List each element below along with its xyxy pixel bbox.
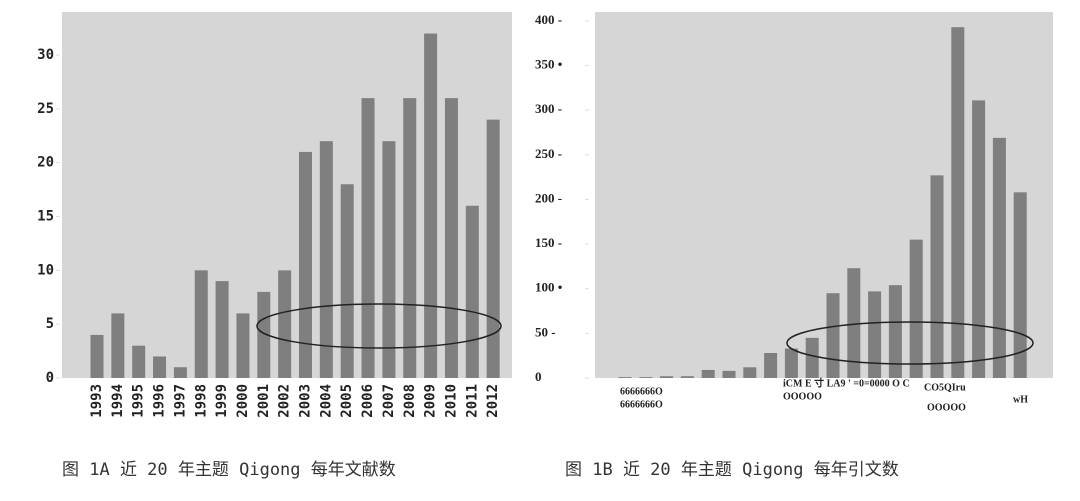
bar — [319, 141, 333, 378]
y-tick-label: 20 — [37, 155, 54, 171]
x-tick-label: 2005 — [339, 384, 355, 418]
bar — [465, 205, 479, 378]
x-tick-label: 2004 — [318, 384, 334, 418]
x-tick-label: 1998 — [193, 384, 209, 418]
x-tick-label: 2001 — [256, 384, 272, 418]
y-tick-label: 100 • — [535, 280, 563, 295]
y-tick-label: 0 — [46, 370, 54, 386]
x-tick-label: 2003 — [298, 384, 314, 418]
x-tick-label: 2007 — [381, 384, 397, 418]
x-tick-label: 1995 — [131, 384, 147, 418]
bar — [930, 175, 944, 378]
bar — [743, 367, 757, 378]
bar — [215, 281, 229, 378]
bar — [173, 367, 187, 378]
caption: 图 1B 近 20 年主题 Qigong 每年引文数 — [565, 460, 899, 480]
highlight-ellipse — [786, 321, 1034, 365]
x-tick-label: 2002 — [277, 384, 293, 418]
x-annotation: OOOOO — [927, 402, 966, 413]
x-tick-label: 2008 — [402, 384, 418, 418]
y-tick-label: 30 — [37, 47, 54, 63]
bar — [486, 119, 500, 378]
bar — [1013, 192, 1027, 378]
x-tick-label: 1997 — [172, 384, 188, 418]
bar — [618, 377, 632, 378]
bar — [403, 98, 417, 378]
x-tick-label: 1994 — [110, 384, 126, 418]
bar — [764, 353, 778, 378]
x-tick-label: 2000 — [235, 384, 251, 418]
y-tick-label: 350 • — [535, 57, 563, 72]
x-annotation: wH — [1013, 394, 1028, 405]
x-annotation: iCM E 寸 LA9 ' =0=0000 O C — [783, 376, 910, 389]
bar — [992, 137, 1006, 378]
highlight-ellipse — [256, 303, 502, 349]
y-tick-label: 15 — [37, 209, 54, 225]
x-tick-label: 2012 — [485, 384, 501, 418]
bar — [340, 184, 354, 378]
bar — [847, 268, 861, 378]
bar — [680, 376, 694, 378]
bar — [194, 270, 208, 378]
x-annotation: 6666666O — [620, 399, 663, 410]
bar — [153, 356, 167, 378]
y-tick-label: 5 — [46, 316, 54, 332]
bar — [784, 348, 798, 378]
bar — [111, 313, 125, 378]
charts: 0 5 10 15 20 25 30 1993 1994 1995 1996 1997 1998 1999… — [37, 12, 1028, 418]
bar — [90, 334, 104, 378]
bar — [826, 293, 840, 378]
x-tick-label: 2009 — [423, 384, 439, 418]
x-tick-label: 2011 — [464, 384, 480, 418]
y-tick-label: 50 - — [535, 324, 556, 339]
x-annotation: OOOOO — [783, 391, 822, 402]
bar — [868, 291, 882, 378]
y-tick-label: 300 - — [535, 101, 562, 116]
bar — [382, 141, 396, 378]
bar — [888, 285, 902, 378]
bar — [805, 337, 819, 378]
caption: 图 1A 近 20 年主题 Qigong 每年文献数 — [62, 460, 396, 480]
bar — [424, 33, 438, 378]
x-annotation: 6666666O — [620, 386, 663, 397]
bar — [639, 377, 653, 378]
x-tick-label: 1996 — [152, 384, 168, 418]
x-tick-label: 1999 — [214, 384, 230, 418]
x-tick-label: 2006 — [360, 384, 376, 418]
bar — [361, 98, 375, 378]
bar — [278, 270, 292, 378]
y-tick-label: 0 — [535, 369, 542, 384]
bar — [132, 345, 146, 378]
bar — [951, 27, 965, 379]
bar — [722, 370, 736, 378]
bar — [299, 151, 312, 378]
y-tick-label: 250 - — [535, 146, 562, 161]
bar — [660, 376, 674, 378]
y-tick-label: 400 - — [535, 12, 562, 27]
bar — [972, 100, 986, 378]
bar — [257, 291, 271, 378]
x-tick-label: 2010 — [443, 384, 459, 418]
bar — [444, 98, 458, 378]
y-tick-label: 10 — [37, 262, 54, 278]
bar — [909, 239, 923, 378]
bar — [236, 313, 250, 378]
bar — [701, 369, 715, 378]
y-tick-label: 150 - — [535, 235, 562, 250]
x-annotation: CO5QIru — [924, 382, 966, 393]
x-tick-label: 1993 — [89, 384, 105, 418]
y-tick-label: 25 — [37, 101, 54, 117]
y-tick-label: 200 - — [535, 190, 562, 205]
